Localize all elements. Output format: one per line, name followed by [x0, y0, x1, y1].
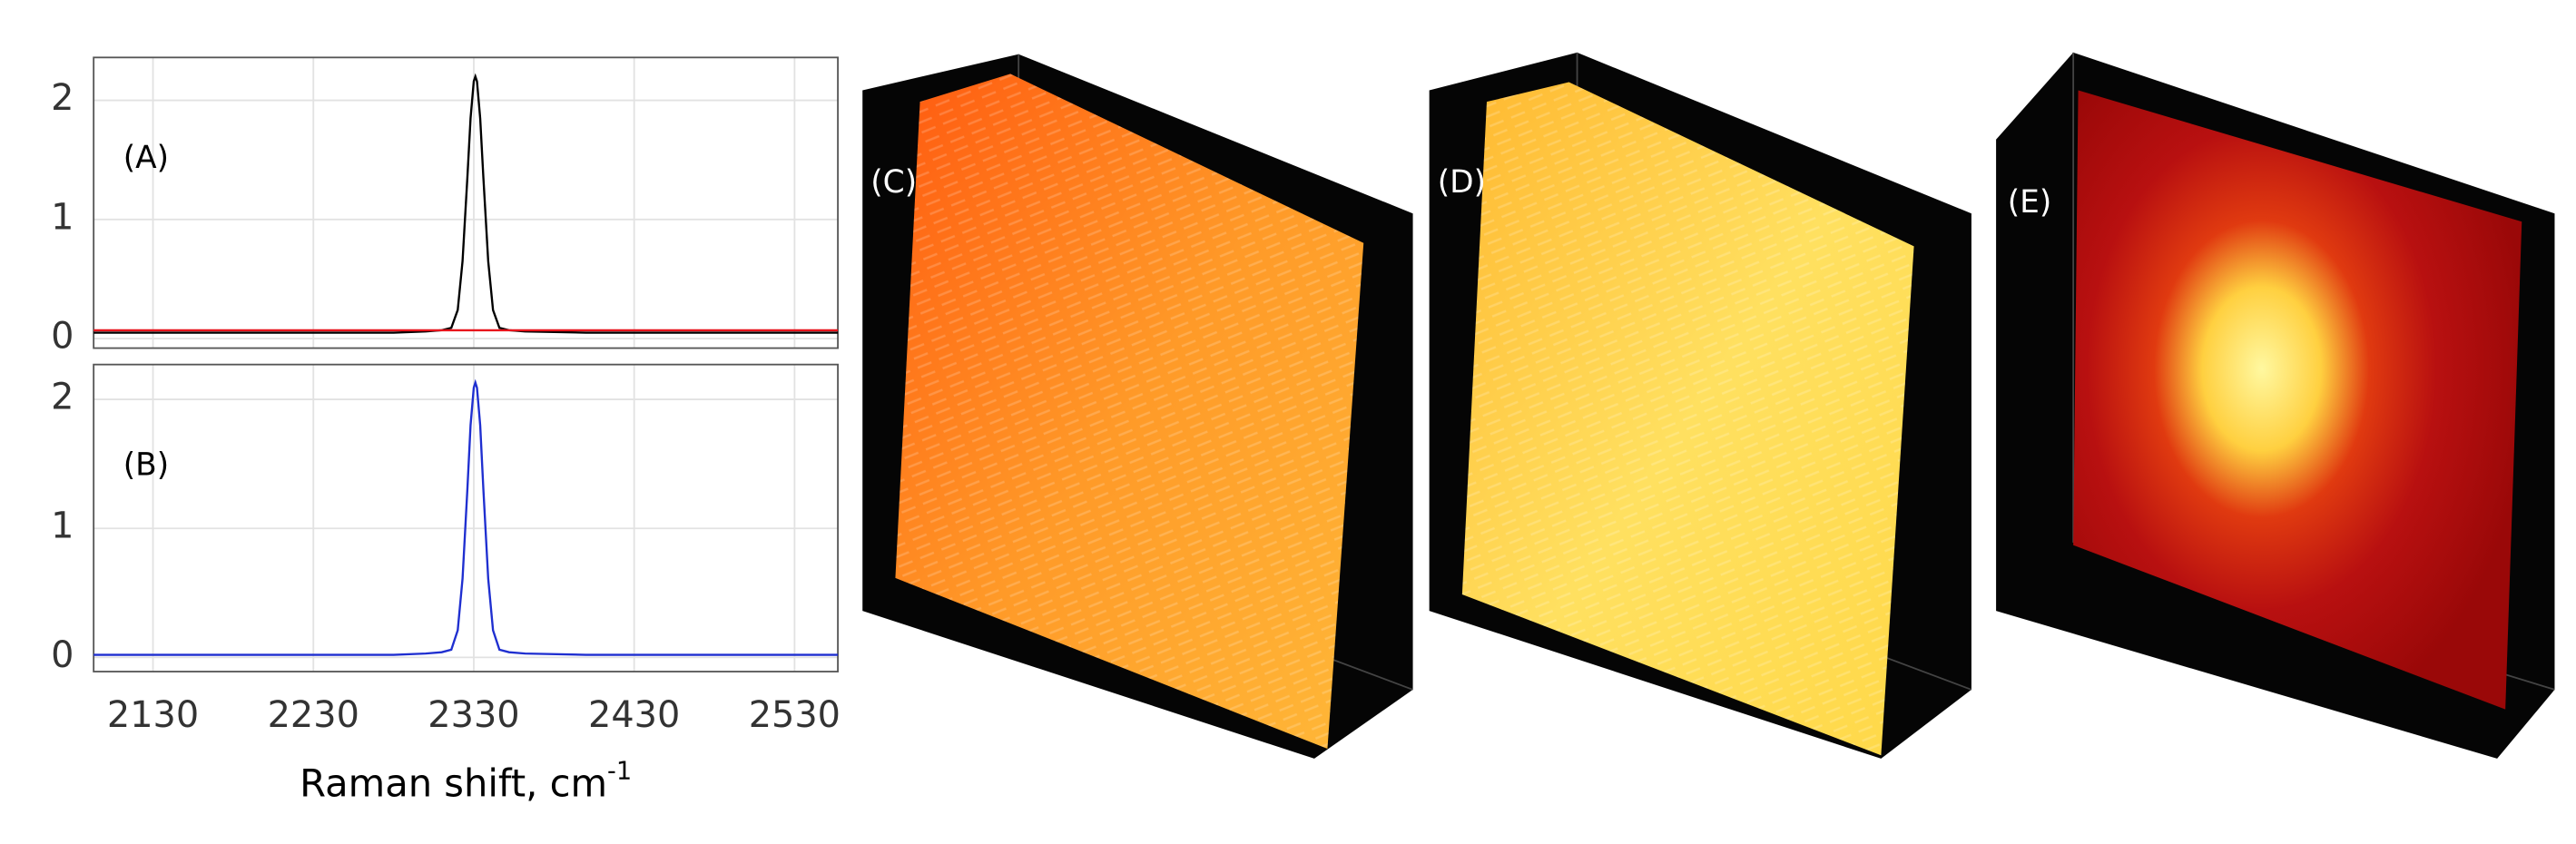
x-axis-label-superscript: -1 [607, 757, 632, 785]
y-tick-label: 1 [51, 505, 74, 547]
y-tick-label: 0 [51, 634, 74, 676]
line-chart: 0 1 2 (A) [51, 56, 839, 358]
panel-label: (B) [123, 447, 169, 483]
line-chart: 2130 2230 2330 2430 2530 0 1 2 (B) Raman shift, c… [51, 363, 841, 806]
y-tick-label: 0 [51, 316, 74, 358]
spectra: 0 1 2 (A) 2130 2230 2330 2430 2530 0 1 2 (B) Raman sh… [51, 56, 841, 806]
x-tick-label: 2530 [749, 694, 841, 736]
volume-d: (D) [1429, 52, 1972, 759]
plot-frame [93, 56, 839, 349]
volume-texture [1461, 82, 1914, 756]
panel-label: (C) [870, 164, 917, 201]
volume-e: (E) [1996, 52, 2555, 759]
x-axis-label-text: Raman shift, cm [300, 761, 607, 806]
y-tick-label: 2 [51, 77, 74, 119]
x-tick-label: 2130 [107, 694, 199, 736]
plot-frame [93, 363, 839, 672]
y-tick-label: 2 [51, 377, 74, 418]
panel-label: (E) [2008, 184, 2052, 221]
x-tick-label: 2330 [428, 694, 519, 736]
y-tick-label: 1 [51, 196, 74, 238]
x-tick-label: 2230 [268, 694, 359, 736]
spectrum-line [93, 378, 839, 656]
volume-texture [895, 74, 1364, 750]
volume-c: (C) [862, 54, 1413, 759]
x-tick-label: 2430 [588, 694, 680, 736]
volume-sheet [2073, 90, 2522, 710]
panel-label: (A) [123, 140, 169, 176]
x-axis-label: Raman shift, cm-1 [300, 757, 632, 806]
panel-label: (D) [1438, 164, 1486, 201]
